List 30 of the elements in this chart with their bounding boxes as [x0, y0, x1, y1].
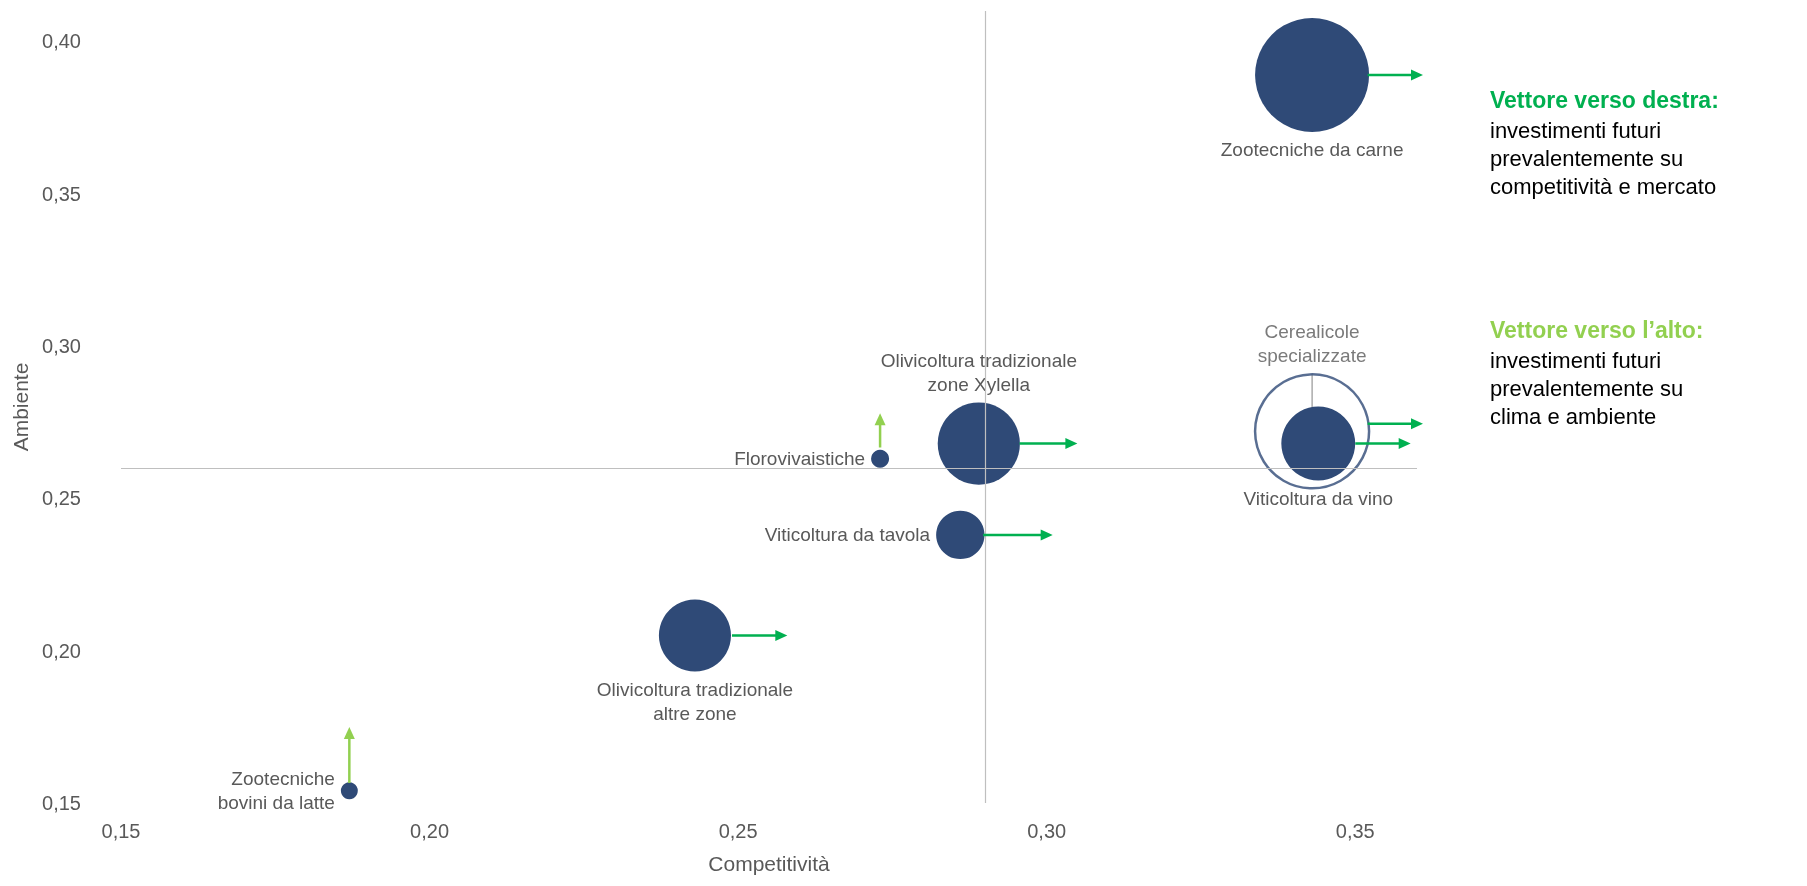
y-axis-title: Ambiente [9, 362, 33, 452]
y-tick-label: 0,30 [42, 335, 81, 358]
y-tick-label: 0,15 [42, 792, 81, 814]
x-axis-title: Competitività [708, 852, 830, 875]
x-tick-label: 0,15 [101, 820, 141, 842]
point [1040, 529, 1053, 541]
annotation: Florovivaistiche [734, 448, 866, 470]
text: Vettore verso destra: [1490, 86, 1719, 113]
text: investimenti futuri prevalentemente su clima e ambiente [1490, 347, 1684, 429]
x-tick-label: 0,30 [1027, 820, 1067, 842]
y-tick-label: 0,35 [42, 182, 81, 205]
point [1398, 438, 1411, 450]
text: investimenti futuri prevalentemente su competitività e mercato [1490, 117, 1717, 199]
y-tick-label: 0,25 [42, 487, 81, 510]
annotation: Viticoltura da vino [1243, 487, 1394, 509]
annotation: Zootecniche da carne [1220, 139, 1404, 161]
x-tick-label: 0,25 [718, 820, 758, 842]
y-tick-label: 0,20 [42, 639, 81, 662]
y-tick-label: 0,40 [42, 30, 81, 53]
point [1065, 438, 1078, 450]
annotation: Zootecniche bovini da latte [217, 768, 335, 814]
point [775, 629, 788, 641]
annotation: Olivicoltura tradizionale altre zone [596, 679, 794, 725]
annotation: Viticoltura da tavola [764, 524, 931, 546]
annotation: Olivicoltura tradizionale zone Xylella [880, 349, 1078, 395]
point [1411, 69, 1423, 81]
x-tick-label: 0,35 [1335, 820, 1375, 842]
x-tick-label: 0,20 [410, 820, 450, 842]
annotation: Cerealicole specializzate [1257, 320, 1367, 366]
text: Vettore verso l’alto: [1490, 316, 1704, 343]
